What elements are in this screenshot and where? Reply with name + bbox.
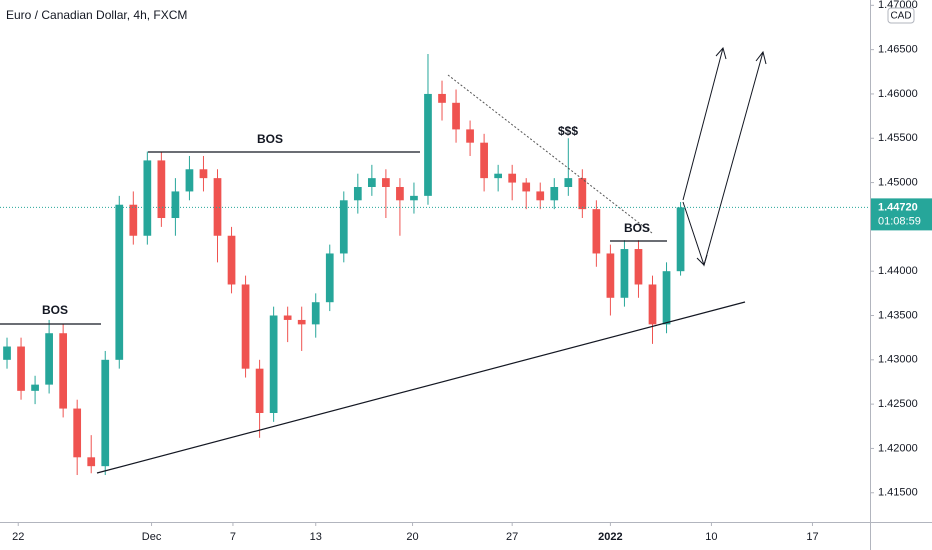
- candle-body: [522, 182, 531, 192]
- candle-body: [241, 284, 250, 369]
- candle-body: [452, 102, 460, 130]
- candle-body: [648, 284, 657, 325]
- candle-body: [87, 457, 96, 467]
- y-tick-label: 1.47000: [878, 0, 918, 11]
- annotation: BOS: [42, 303, 68, 317]
- candle-body: [466, 129, 474, 143]
- dotted-line: [447, 74, 653, 234]
- x-tick-label: 27: [506, 531, 518, 543]
- currency-box: [887, 7, 915, 24]
- candle-body: [438, 93, 446, 103]
- candle-body: [396, 186, 404, 201]
- candle-body: [676, 207, 685, 272]
- candle-body: [620, 249, 629, 298]
- arrow: [682, 47, 724, 201]
- currency-label: CAD: [890, 11, 911, 22]
- x-tick-label: 22: [12, 531, 24, 543]
- candle-body: [143, 160, 152, 236]
- candle-body: [550, 186, 559, 201]
- y-tick-label: 1.43000: [878, 354, 918, 366]
- last-price-box: [871, 198, 932, 231]
- y-tick-label: 1.42500: [878, 398, 918, 410]
- candle-body: [73, 408, 82, 458]
- candle-body: [59, 333, 68, 409]
- y-tick-label: 1.45500: [878, 132, 918, 144]
- y-tick-label: 1.42000: [878, 442, 918, 454]
- candle-body: [367, 178, 376, 187]
- y-tick-label: 1.43500: [878, 309, 918, 321]
- x-tick-label: 10: [705, 531, 717, 543]
- arrow-head: [715, 46, 727, 60]
- candle-body: [325, 253, 334, 303]
- annotation: BOS: [624, 221, 650, 235]
- candle-body: [199, 169, 208, 179]
- candle-body: [101, 359, 110, 467]
- candle-body: [480, 142, 488, 179]
- candle-body: [339, 200, 348, 254]
- candle-body: [171, 191, 180, 219]
- candle-body: [115, 204, 124, 360]
- candle-body: [157, 160, 166, 219]
- candle-body: [129, 204, 138, 236]
- y-tick-label: 1.45000: [878, 176, 918, 188]
- candle-body: [564, 178, 573, 187]
- candle-body: [606, 253, 615, 298]
- candle-body: [508, 173, 517, 183]
- y-tick-label: 1.46000: [878, 88, 918, 100]
- candle-body: [424, 93, 432, 196]
- candle-body: [17, 346, 25, 391]
- trendline: [96, 301, 746, 474]
- candle-body: [536, 191, 545, 201]
- candle-body: [31, 384, 39, 391]
- candle-body: [255, 368, 264, 413]
- candle-body: [662, 271, 671, 325]
- arrow-head: [755, 50, 767, 65]
- candle-body: [297, 319, 306, 325]
- annotation: $$$: [558, 124, 578, 138]
- x-tick-label: 2022: [598, 531, 622, 543]
- candle-body: [494, 173, 503, 179]
- x-tick-label: 17: [806, 531, 818, 543]
- candle-body: [634, 249, 643, 285]
- candle-body: [311, 302, 320, 325]
- candle-body: [578, 178, 587, 210]
- x-tick-label: Dec: [142, 531, 162, 543]
- candle-body: [283, 315, 292, 320]
- candle-body: [45, 333, 53, 385]
- x-tick-label: 20: [406, 531, 418, 543]
- countdown: 01:08:59: [878, 215, 921, 227]
- y-tick-label: 1.46500: [878, 44, 918, 56]
- candle-body: [185, 169, 194, 192]
- candle-body: [592, 209, 601, 254]
- candle-body: [227, 235, 236, 285]
- candle-body: [213, 178, 222, 236]
- arrow-head: [696, 254, 708, 266]
- annotation: BOS: [257, 132, 283, 146]
- candle-body: [410, 195, 418, 201]
- candles: [3, 54, 685, 476]
- candle-body: [382, 178, 390, 187]
- x-tick-label: 13: [310, 531, 322, 543]
- candle-body: [353, 186, 362, 201]
- y-tick-label: 1.41500: [878, 487, 918, 499]
- last-price-label: 1.44720: [878, 201, 918, 213]
- candle-body: [269, 315, 278, 413]
- candle-body: [3, 346, 11, 360]
- x-tick-label: 7: [230, 531, 236, 543]
- y-tick-label: 1.44000: [878, 265, 918, 277]
- chart-title: Euro / Canadian Dollar, 4h, FXCM: [6, 8, 187, 22]
